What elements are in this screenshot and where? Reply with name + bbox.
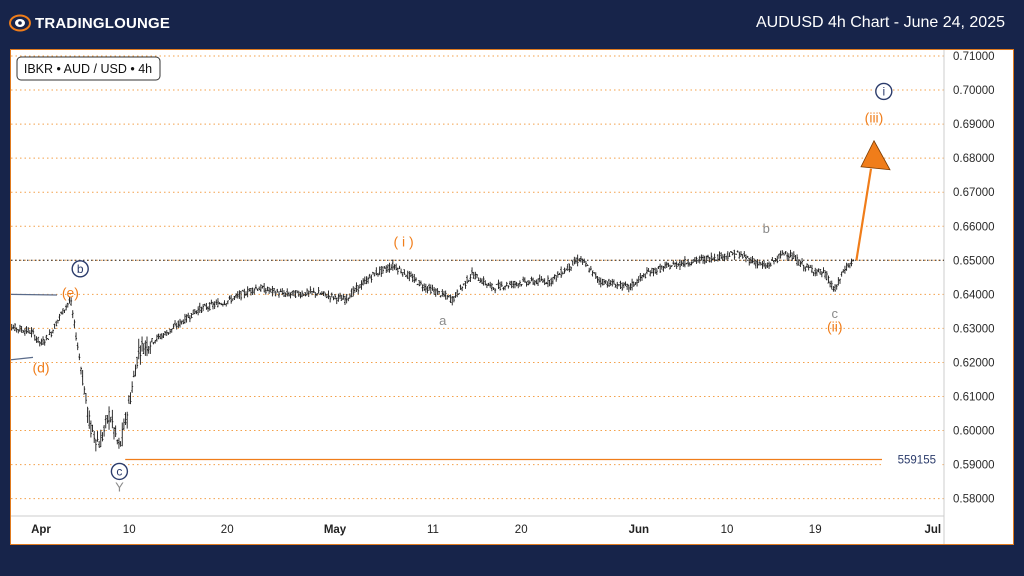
x-tick-label: 20 <box>221 524 234 536</box>
y-tick-label: 0.69000 <box>953 119 995 131</box>
y-tick-label: 0.62000 <box>953 357 995 369</box>
trend-line <box>11 293 58 296</box>
y-tick-label: 0.59000 <box>953 460 995 472</box>
y-tick-label: 0.71000 <box>953 51 995 63</box>
projection-arrow-shaft <box>855 168 873 261</box>
symbol-box[interactable] <box>16 56 161 81</box>
wave-label: b <box>77 262 84 276</box>
wave-label: (ii) <box>827 319 843 335</box>
x-tick-label: Jul <box>924 524 941 536</box>
x-tick-label: Jun <box>629 524 649 536</box>
wave-label: c <box>832 306 839 321</box>
logo-text: TRADINGLOUNGE <box>35 14 171 32</box>
wave-label-circle <box>875 82 893 101</box>
x-tick-label: 19 <box>809 524 822 536</box>
header: TRADINGLOUNGE AUDUSD 4h Chart - June 24,… <box>0 0 1024 48</box>
price-chart[interactable]: 0.71000 0.70000 0.69000 0.68000 0.67000 0.660… <box>11 50 1013 544</box>
support-label: 559155 <box>898 454 936 466</box>
wave-label: c <box>116 464 122 478</box>
chart-panel[interactable]: 0.71000 0.70000 0.69000 0.68000 0.67000 0.660… <box>10 49 1014 545</box>
wave-label: ( i ) <box>393 234 413 250</box>
wave-label: i <box>882 84 885 98</box>
y-tick-label: 0.66000 <box>953 221 995 233</box>
page-title: AUDUSD 4h Chart - June 24, 2025 <box>755 14 1005 31</box>
x-tick-label: May <box>324 524 347 536</box>
symbol-label: IBKR • AUD / USD • 4h <box>24 62 152 76</box>
y-tick-label: 0.65000 <box>953 255 995 267</box>
x-tick-label: 10 <box>721 524 734 536</box>
wave-label: (d) <box>32 360 49 376</box>
projection-arrowhead <box>860 139 891 171</box>
wave-label: (e) <box>62 284 79 300</box>
x-tick-label: 10 <box>123 524 136 536</box>
y-tick-label: 0.68000 <box>953 153 995 165</box>
wave-label-circle <box>71 260 89 278</box>
logo-icon <box>9 14 31 32</box>
wave-label-circle <box>110 462 129 481</box>
logo[interactable]: TRADINGLOUNGE <box>9 14 170 32</box>
y-tick-label: 0.63000 <box>953 323 995 335</box>
support-label-bg <box>882 450 940 467</box>
y-tick-label: 0.58000 <box>953 494 995 506</box>
wave-label: Y <box>115 480 124 495</box>
wave-label: a <box>439 313 447 328</box>
wave-label: b <box>763 221 770 236</box>
x-tick-label: Apr <box>31 524 51 536</box>
y-tick-label: 0.67000 <box>953 187 995 199</box>
trend-line <box>11 356 34 361</box>
y-tick-label: 0.64000 <box>953 289 995 301</box>
x-tick-label: 11 <box>427 524 439 536</box>
y-tick-label: 0.61000 <box>953 392 995 404</box>
wave-label: (iii) <box>865 109 884 125</box>
y-tick-label: 0.60000 <box>953 426 995 438</box>
x-tick-label: 20 <box>515 524 528 536</box>
y-tick-label: 0.70000 <box>953 85 995 97</box>
